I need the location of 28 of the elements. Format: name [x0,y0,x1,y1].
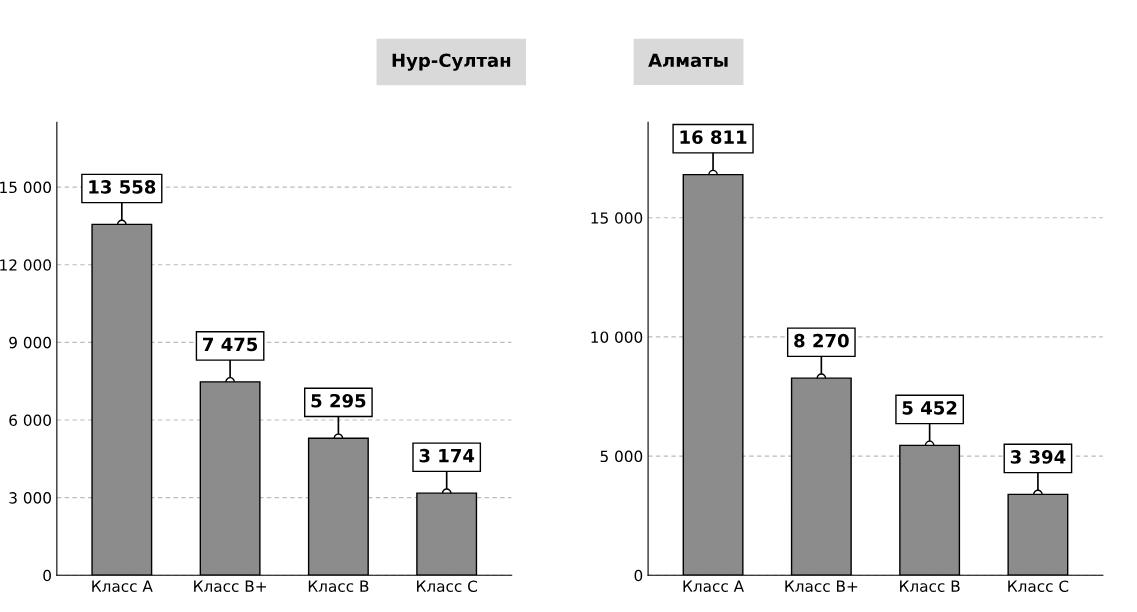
x-tick-label: Класс B+ [785,580,858,592]
y-tick-label: 10 000 [591,331,643,343]
y-tick-label: 12 000 [0,259,51,271]
y-tick-label: 15 000 [0,181,51,194]
data-label: 5 295 [311,393,366,408]
data-label: 13 558 [89,180,156,194]
data-label: 7 475 [203,337,258,352]
data-label: 5 452 [902,401,957,415]
chart-title: Алматы [648,53,728,68]
x-tick-label: Класс B+ [194,580,266,592]
data-label: 8 270 [794,333,849,348]
y-tick-label: 3 000 [9,492,51,504]
y-tick-label: 5 000 [600,450,643,463]
x-tick-label: Класс C [417,580,477,592]
x-tick-label: Класс C [1008,580,1069,592]
x-tick-label: Класс B [308,580,369,592]
y-tick-label: 9 000 [9,336,51,349]
data-label: 16 811 [680,130,747,144]
data-label: 3 394 [1010,450,1066,464]
x-tick-label: Класс A [92,580,153,592]
y-tick-label: 6 000 [9,414,51,427]
y-tick-label: 0 [634,569,643,582]
x-tick-label: Класс B [900,580,960,592]
y-tick-label: 0 [43,569,51,582]
data-label: 3 174 [419,448,475,463]
chart-title: Нур-Султан [392,53,511,71]
y-tick-label: 15 000 [591,212,643,224]
x-tick-label: Класс A [683,580,744,592]
